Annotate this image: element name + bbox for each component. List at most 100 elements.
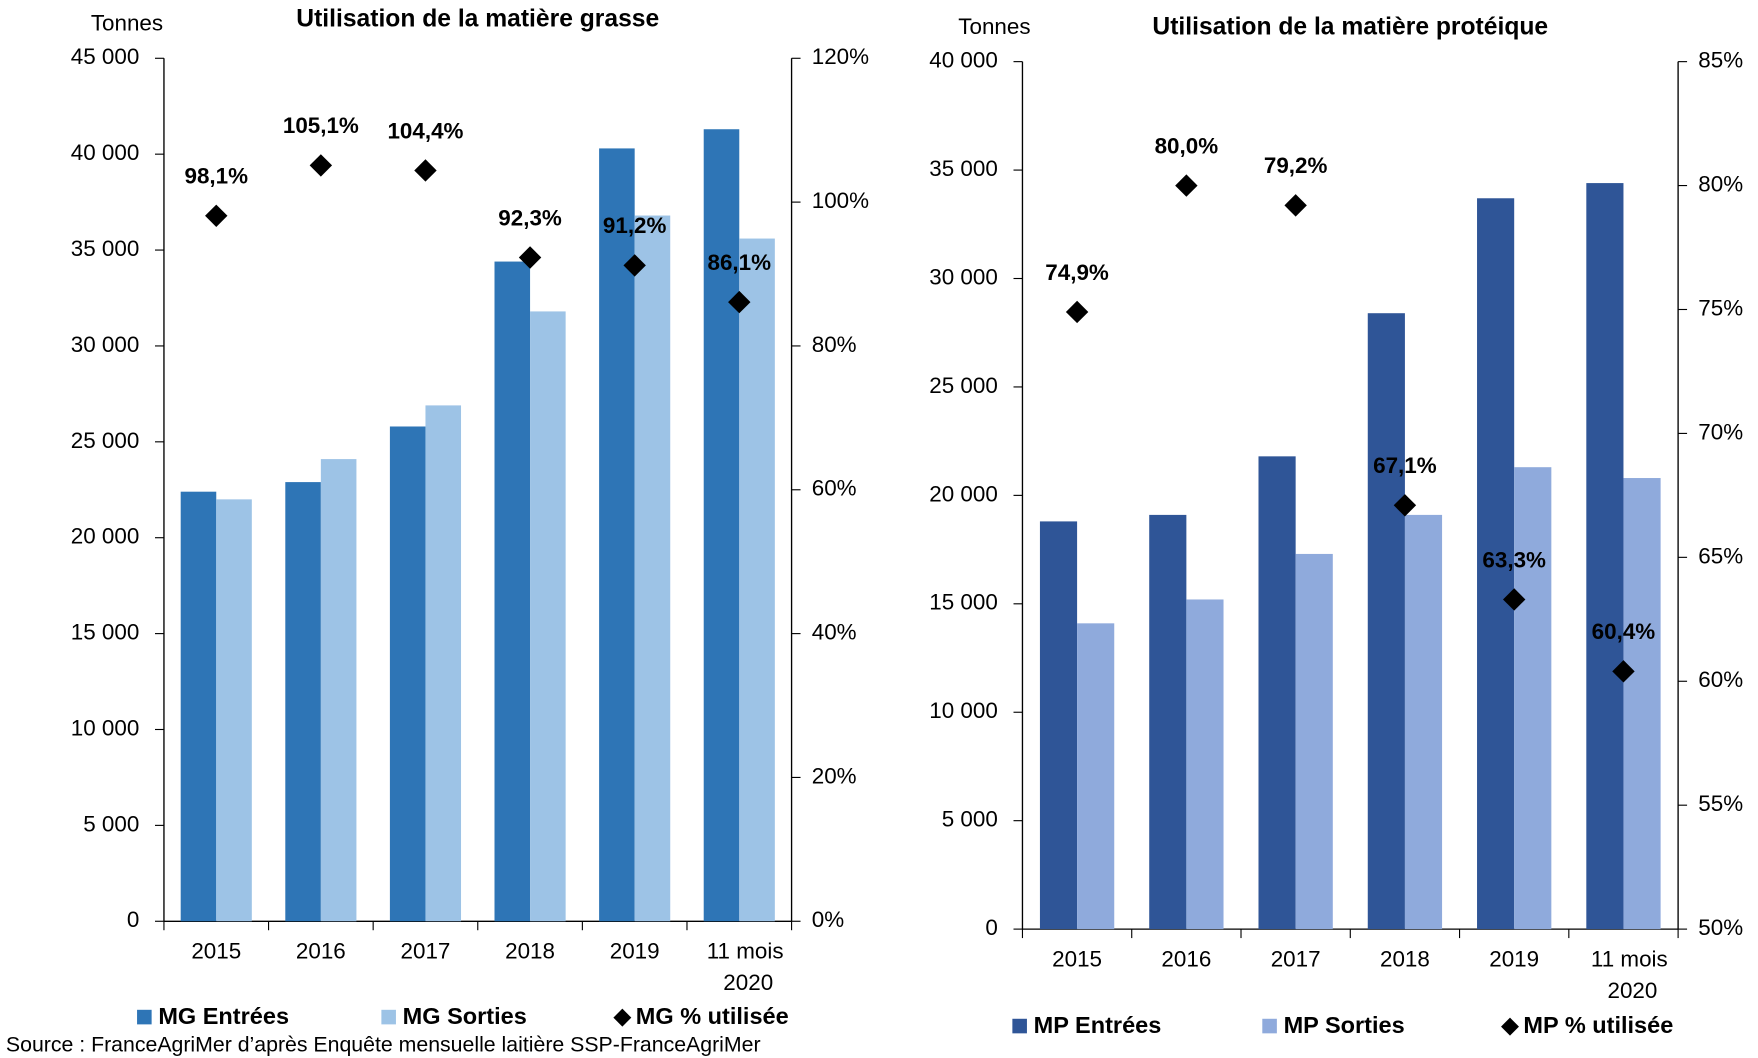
y-tick-label: 10 000 xyxy=(71,715,140,740)
x-tick-label: 2019 xyxy=(610,939,660,964)
y2-tick-label: 100% xyxy=(812,188,869,213)
y-axis-label: Tonnes xyxy=(91,11,163,36)
y-tick-label: 10 000 xyxy=(929,698,998,723)
marker xyxy=(728,290,751,314)
x-tick-label: 2016 xyxy=(1161,946,1211,971)
y2-tick-label: 85% xyxy=(1698,48,1743,73)
y-tick-label: 15 000 xyxy=(71,620,140,645)
bar xyxy=(1404,514,1443,930)
bar xyxy=(216,499,252,922)
marker xyxy=(518,246,542,269)
bar xyxy=(389,426,426,922)
data-label: 104,4% xyxy=(387,118,463,143)
y-axis-label: Tonnes xyxy=(958,14,1030,39)
bar xyxy=(599,148,635,922)
data-label: 80,0% xyxy=(1155,133,1219,158)
bar xyxy=(285,482,321,922)
marker xyxy=(205,204,228,227)
bar xyxy=(1367,313,1405,930)
source-note: Source : FranceAgriMer d’après Enquête m… xyxy=(6,1032,761,1056)
y-tick-label: 35 000 xyxy=(71,236,140,261)
marker xyxy=(1175,174,1198,197)
y2-tick-label: 40% xyxy=(812,620,857,645)
y-tick-label: 5 000 xyxy=(942,807,998,832)
data-label: 79,2% xyxy=(1264,153,1328,178)
y-tick-label: 40 000 xyxy=(71,140,140,165)
legend-swatch xyxy=(1501,1017,1519,1036)
bar xyxy=(180,491,217,922)
x-tick-label: 2017 xyxy=(401,939,451,964)
y2-tick-label: 60% xyxy=(812,476,857,501)
bar xyxy=(494,261,531,922)
y2-tick-label: 50% xyxy=(1698,915,1743,940)
legend-swatch xyxy=(613,1008,632,1027)
legend-label: MP Entrées xyxy=(1034,1012,1162,1038)
y2-tick-label: 80% xyxy=(812,332,857,357)
x-tick-label: 2016 xyxy=(296,939,346,964)
bar xyxy=(1149,514,1187,930)
x-tick-label: 2015 xyxy=(191,939,241,964)
legend-label: MG % utilisée xyxy=(636,1003,789,1029)
x-tick-label: 2018 xyxy=(505,939,555,964)
legend-swatch xyxy=(137,1009,152,1025)
y-tick-label: 0 xyxy=(127,907,139,932)
legend-label: MG Entrées xyxy=(158,1003,289,1029)
marker xyxy=(1065,300,1089,324)
x-tick-label: 2019 xyxy=(1489,946,1539,971)
y-tick-label: 25 000 xyxy=(929,373,998,398)
bar xyxy=(739,238,775,922)
y2-tick-label: 60% xyxy=(1698,667,1743,692)
y2-tick-label: 70% xyxy=(1698,419,1743,444)
y2-tick-label: 65% xyxy=(1698,543,1743,568)
y-tick-label: 0 xyxy=(985,915,997,940)
x-tick-label: 2017 xyxy=(1271,946,1321,971)
y-tick-label: 15 000 xyxy=(929,590,998,615)
bar xyxy=(1623,478,1661,930)
y-tick-label: 35 000 xyxy=(929,156,998,181)
bar xyxy=(1077,623,1115,930)
chart-title: Utilisation de la matière grasse xyxy=(296,6,659,33)
y2-tick-label: 20% xyxy=(812,763,857,788)
data-label: 98,1% xyxy=(184,164,248,189)
y-tick-label: 40 000 xyxy=(929,48,998,73)
bar xyxy=(1295,553,1333,930)
y-tick-label: 30 000 xyxy=(929,264,998,289)
marker xyxy=(1284,194,1307,217)
legend-label: MP Sorties xyxy=(1284,1012,1405,1038)
bar xyxy=(1586,183,1624,930)
data-label: 67,1% xyxy=(1373,453,1437,478)
data-label: 91,2% xyxy=(603,213,667,238)
marker xyxy=(309,154,333,177)
marker xyxy=(414,159,437,182)
y2-tick-label: 120% xyxy=(812,44,869,69)
bar xyxy=(1514,467,1552,930)
bar xyxy=(703,129,740,922)
legend-label: MP % utilisée xyxy=(1523,1012,1673,1038)
y-tick-label: 30 000 xyxy=(71,332,140,357)
y2-tick-label: 75% xyxy=(1698,295,1743,320)
y-tick-label: 25 000 xyxy=(71,428,140,453)
x-tick-label: 11 mois 2020 xyxy=(707,939,790,995)
y2-tick-label: 80% xyxy=(1698,171,1743,196)
marker xyxy=(1393,494,1417,517)
x-tick-label: 11 mois 2020 xyxy=(1591,946,1674,1002)
bar xyxy=(1186,599,1224,930)
legend-label: MG Sorties xyxy=(403,1003,527,1029)
data-label: 105,1% xyxy=(283,113,359,138)
y-tick-label: 45 000 xyxy=(71,44,140,69)
bar xyxy=(320,459,357,922)
x-tick-label: 2015 xyxy=(1052,946,1102,971)
legend-swatch xyxy=(1012,1018,1027,1034)
bar xyxy=(1477,198,1515,930)
data-label: 74,9% xyxy=(1045,260,1109,285)
data-label: 92,3% xyxy=(498,205,562,230)
y2-tick-label: 55% xyxy=(1698,791,1743,816)
bar xyxy=(530,311,566,922)
y2-tick-label: 0% xyxy=(812,907,844,932)
x-tick-label: 2018 xyxy=(1380,946,1430,971)
data-label: 63,3% xyxy=(1482,547,1546,572)
bar xyxy=(1258,456,1296,930)
bar xyxy=(634,215,671,922)
data-label: 60,4% xyxy=(1592,619,1656,644)
